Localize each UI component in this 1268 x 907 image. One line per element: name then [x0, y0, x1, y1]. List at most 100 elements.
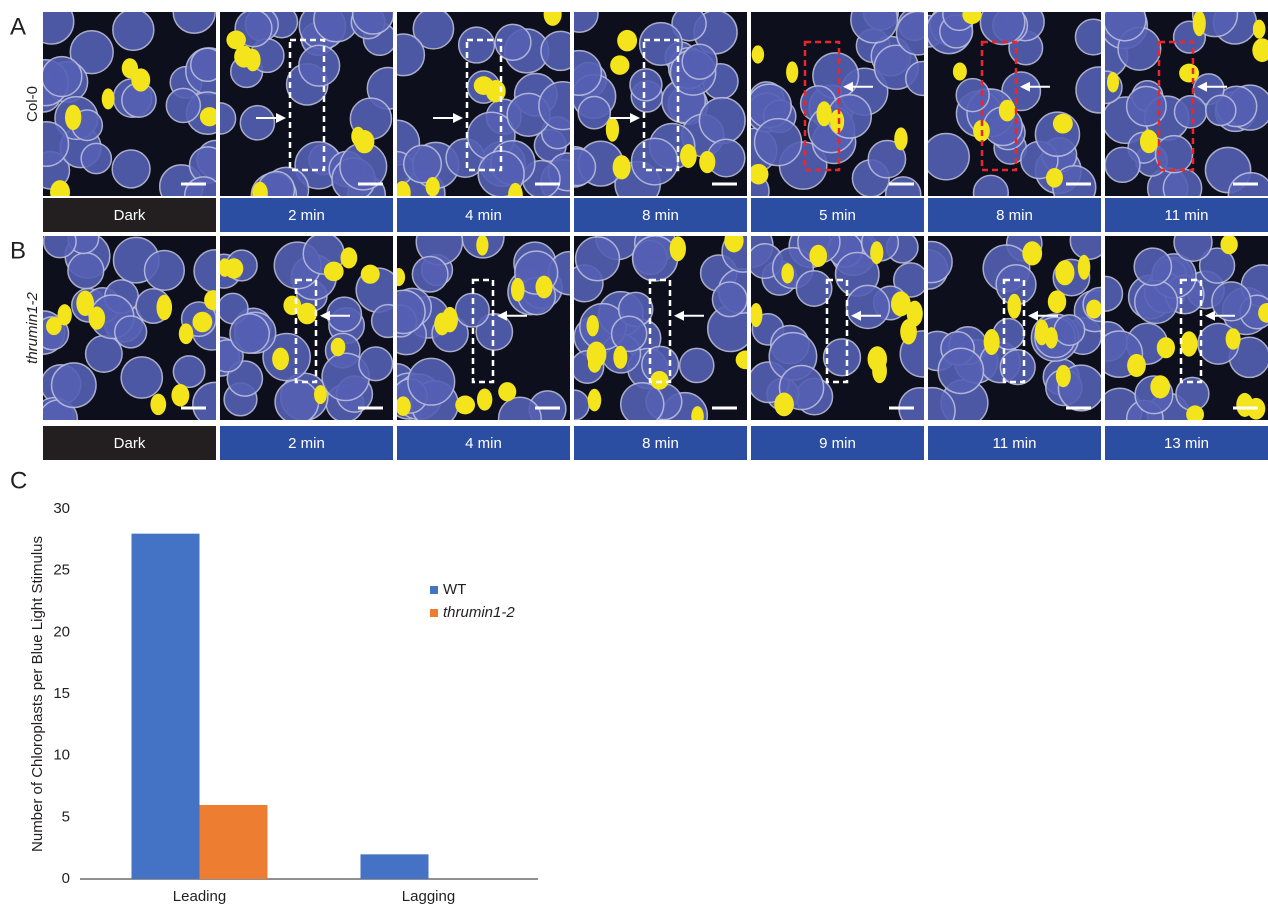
- panel-label: B: [10, 237, 26, 264]
- panel-label: C: [10, 467, 27, 494]
- nucleus-signal: [872, 359, 887, 383]
- nucleus-signal: [1180, 331, 1197, 356]
- chloroplast: [1134, 248, 1171, 285]
- nucleus-signal: [750, 303, 763, 327]
- nucleus-signal: [613, 155, 631, 179]
- nucleus-signal: [331, 338, 346, 357]
- nucleus-signal: [588, 389, 602, 412]
- nucleus-signal: [816, 101, 831, 126]
- micrograph: [201, 233, 405, 423]
- nucleus-signal: [752, 45, 764, 63]
- chloroplast: [938, 348, 983, 393]
- chloroplast: [612, 316, 647, 351]
- nucleus-signal: [477, 389, 492, 411]
- nucleus-signal: [225, 258, 244, 278]
- chloroplast: [173, 356, 204, 387]
- y-tick-label: 25: [53, 562, 70, 579]
- chloroplast: [24, 122, 69, 167]
- chloroplast: [1155, 136, 1192, 173]
- nucleus-signal: [272, 348, 289, 371]
- nucleus-signal: [699, 151, 715, 173]
- chloroplast: [956, 79, 989, 112]
- nucleus-signal: [830, 110, 844, 134]
- chloroplast: [112, 150, 150, 188]
- nucleus-signal: [588, 354, 601, 372]
- nucleus-signal: [511, 278, 525, 302]
- chloroplast: [52, 363, 97, 408]
- legend-swatch: [430, 586, 438, 594]
- chloroplast: [682, 44, 717, 79]
- chloroplast: [1174, 96, 1206, 128]
- nucleus-signal: [156, 295, 172, 320]
- nucleus-signal: [226, 31, 246, 50]
- chloroplast: [166, 88, 200, 122]
- chloroplast: [699, 98, 745, 144]
- y-tick-label: 5: [62, 808, 70, 825]
- nucleus-signal: [535, 276, 552, 299]
- nucleus-signal: [617, 30, 637, 52]
- nucleus-signal: [1045, 327, 1058, 348]
- chloroplast: [299, 45, 340, 86]
- chloroplast: [630, 69, 662, 101]
- nucleus-signal: [1056, 365, 1071, 387]
- chloroplast: [240, 106, 274, 140]
- nucleus-signal: [1007, 294, 1021, 319]
- time-label: 11 min: [993, 435, 1037, 452]
- chloroplast: [1135, 281, 1178, 324]
- nucleus-signal: [1150, 375, 1170, 398]
- nucleus-signal: [786, 61, 798, 83]
- chloroplast: [408, 358, 455, 405]
- chloroplast: [42, 57, 82, 97]
- nucleus-signal: [150, 394, 166, 416]
- nucleus-signal: [1179, 64, 1199, 83]
- nucleus-signal: [962, 6, 981, 25]
- micrograph: [729, 221, 946, 429]
- nucleus-signal: [314, 385, 327, 404]
- chloroplast: [1105, 147, 1140, 182]
- nucleus-signal: [809, 245, 827, 267]
- chloroplast: [846, 285, 889, 328]
- nucleus-signal: [396, 396, 411, 416]
- chloroplast: [327, 297, 361, 331]
- time-label: 8 min: [642, 207, 679, 224]
- nucleus-signal: [606, 117, 619, 142]
- nucleus-signal: [204, 290, 222, 310]
- nucleus-signal: [999, 100, 1016, 122]
- chloroplast: [121, 357, 162, 398]
- nucleus-signal: [426, 177, 440, 196]
- nucleus-signal: [1053, 114, 1073, 134]
- x-tick-label: Leading: [173, 888, 226, 905]
- nucleus-signal: [297, 303, 317, 324]
- legend-label: WT: [443, 581, 466, 598]
- nucleus-signal: [341, 247, 358, 268]
- nucleus-signal: [57, 304, 71, 325]
- time-label: Dark: [114, 207, 146, 224]
- nucleus-signal: [749, 164, 769, 185]
- nucleus-signal: [544, 3, 562, 26]
- chloroplast: [755, 119, 802, 166]
- micrograph: [380, 216, 592, 440]
- y-axis-label: Number of Chloroplasts per Blue Light St…: [29, 536, 46, 852]
- y-tick-label: 20: [53, 623, 70, 640]
- nucleus-signal: [102, 88, 115, 109]
- time-label: 5 min: [819, 207, 856, 224]
- nucleus-signal: [1193, 11, 1206, 37]
- bar: [132, 534, 200, 879]
- nucleus-signal: [613, 346, 627, 369]
- nucleus-signal: [1253, 20, 1266, 39]
- nucleus-signal: [455, 396, 475, 415]
- nucleus-signal: [1140, 130, 1158, 154]
- nucleus-signal: [1055, 260, 1074, 285]
- nucleus-signal: [324, 262, 344, 282]
- chloroplast: [173, 0, 215, 33]
- chloroplast: [923, 134, 969, 180]
- chloroplast: [680, 348, 714, 382]
- nucleus-signal: [1046, 168, 1063, 188]
- nucleus-signal: [476, 235, 488, 256]
- chloroplast: [1000, 350, 1035, 385]
- figure: A B C Col-0 thrumin1-2 Number of Chlorop…: [0, 0, 1268, 907]
- chloroplast: [230, 314, 269, 353]
- chloroplast: [29, 0, 74, 44]
- y-tick-label: 30: [53, 500, 70, 517]
- chloroplast: [495, 24, 531, 60]
